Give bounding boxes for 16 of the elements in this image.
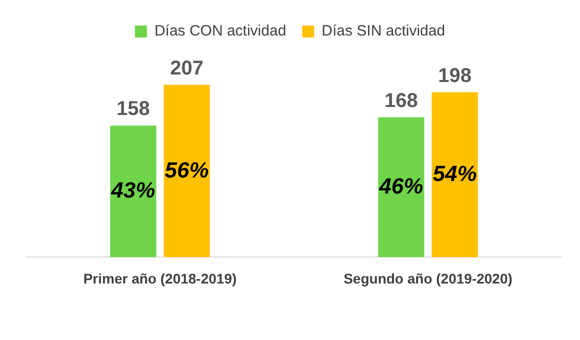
bar — [378, 117, 424, 258]
data-label: 168 — [384, 90, 418, 112]
annotation: 46% — [378, 173, 424, 198]
bar — [110, 126, 156, 258]
annotation: 43% — [110, 177, 156, 202]
x-tick-label: Primer año (2018-2019) — [83, 270, 237, 286]
data-label: 207 — [170, 57, 204, 80]
bar — [432, 92, 478, 258]
annotation: 54% — [432, 160, 477, 186]
legend-label: Días SIN actividad — [322, 22, 446, 40]
bar — [164, 84, 210, 258]
data-label: 158 — [116, 98, 150, 120]
data-label: 198 — [438, 64, 472, 87]
x-tick-label: Segundo año (2019-2020) — [344, 270, 512, 286]
annotation: 56% — [164, 157, 209, 182]
legend-label: Días CON actividad — [154, 22, 286, 40]
